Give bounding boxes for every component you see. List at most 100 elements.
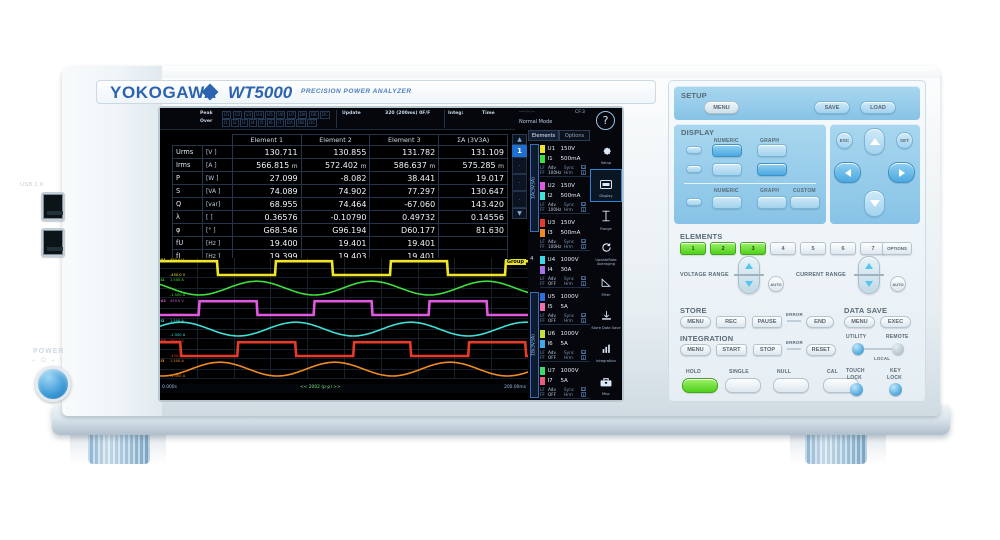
- element-filter-row-1[interactable]: LF Adv Sync U: [540, 349, 590, 355]
- tab-elements[interactable]: Elements: [528, 130, 559, 141]
- integration-menu-button[interactable]: MENU: [680, 344, 711, 356]
- element-filter-row-2[interactable]: FF 100Hz Hrm 1: [540, 244, 590, 249]
- hrm-source-box[interactable]: 1: [581, 207, 586, 213]
- element-filter-row-2[interactable]: FF OFF Hrm 1: [540, 392, 590, 397]
- waveform-pane[interactable]: U1 450.0 V -450.0 V Group: [160, 258, 528, 279]
- element-filter-row-2[interactable]: FF OFF Hrm 1: [540, 318, 590, 323]
- display-row1-graph-button[interactable]: [757, 144, 787, 157]
- integration-start-button[interactable]: START: [716, 344, 747, 356]
- display-row3-selector[interactable]: [686, 198, 702, 206]
- element-filter-row-2[interactable]: FF OFF Hrm 1: [540, 355, 590, 360]
- hrm-source-box[interactable]: 1: [581, 244, 586, 250]
- element-filter-row-1[interactable]: LF Adv Sync U: [540, 238, 590, 244]
- waveform-pane[interactable]: U3 450.0 V -450.0 V: [160, 338, 528, 359]
- display-row2-graph-button[interactable]: [757, 163, 787, 176]
- page-indicator[interactable]: 1: [512, 145, 527, 157]
- element-current-row[interactable]: I3 500mA: [540, 228, 590, 238]
- touch-lock-led[interactable]: [850, 383, 863, 396]
- element-current-row[interactable]: I4 30A: [540, 265, 590, 275]
- element-button-2[interactable]: 2: [710, 242, 736, 255]
- element-filter-row-2[interactable]: FF OFF Hrm 1: [540, 281, 590, 286]
- hrm-source-box[interactable]: 1: [581, 170, 586, 176]
- page-slot-4[interactable]: ·: [512, 191, 527, 208]
- menu-range-icon[interactable]: Range: [590, 202, 622, 235]
- element-setting-block[interactable]: U2 150V I2 500mA LF Adv Sync U FF 100Hz Hrm 1: [540, 181, 590, 215]
- element-setting-block[interactable]: U6 1000V I6 5A LF Adv Sync U FF OFF Hrm 1: [540, 329, 590, 363]
- scroll-down-icon[interactable]: ▼: [512, 208, 527, 219]
- sync-source-box[interactable]: U: [581, 349, 586, 355]
- voltage-auto-button[interactable]: AUTO: [768, 276, 784, 292]
- integration-stop-button[interactable]: STOP: [753, 344, 782, 356]
- voltage-range-down-icon[interactable]: [745, 281, 753, 287]
- hrm-source-box[interactable]: 1: [581, 281, 586, 287]
- waveform-pane[interactable]: I3 1.500 A -1.500 A: [160, 358, 528, 380]
- element-voltage-row[interactable]: U2 150V: [540, 181, 590, 191]
- store-menu-button[interactable]: MENU: [680, 316, 711, 328]
- datasave-menu-button[interactable]: MENU: [844, 316, 875, 328]
- element-filter-row-1[interactable]: LF Adv Sync U: [540, 312, 590, 318]
- element-voltage-row[interactable]: U4 1000V: [540, 255, 590, 265]
- sync-source-box[interactable]: U: [581, 201, 586, 207]
- menu-filter-icon[interactable]: Filter: [590, 268, 622, 301]
- sync-source-box[interactable]: U: [581, 238, 586, 244]
- usb-port-1[interactable]: [41, 192, 65, 221]
- menu-toolbox-icon[interactable]: Misc: [590, 367, 622, 400]
- sync-source-box[interactable]: U: [581, 386, 586, 392]
- remote-led[interactable]: [892, 343, 904, 355]
- side-panel-tabs[interactable]: Elements Options: [528, 130, 590, 141]
- element-button-7[interactable]: 7: [860, 242, 886, 255]
- null-button[interactable]: [773, 378, 809, 393]
- display-row1-selector[interactable]: [686, 146, 702, 154]
- store-pause-button[interactable]: PAUSE: [752, 316, 782, 328]
- usb-port-2[interactable]: [41, 228, 65, 257]
- setup-menu-button[interactable]: MENU: [704, 101, 739, 114]
- menu-display-icon[interactable]: Display: [590, 169, 622, 202]
- lcd-screen[interactable]: Peak Over U1 U2 U3 U4 U5 U6 U7 DA DB DC I1 I2 I3 I4 I…: [160, 108, 622, 400]
- nav-down-button[interactable]: [864, 190, 885, 217]
- element-filter-row-1[interactable]: LF Adv Sync U: [540, 386, 590, 392]
- element-options-button[interactable]: OPTIONS: [882, 242, 912, 255]
- utility-led[interactable]: [852, 343, 864, 355]
- hrm-source-box[interactable]: 1: [581, 355, 586, 361]
- datasave-exec-button[interactable]: EXEC: [880, 316, 911, 328]
- function-icon-list[interactable]: Setup Display Range UpdateRate Averaging Fil…: [590, 136, 622, 400]
- hold-button[interactable]: [682, 378, 718, 393]
- element-voltage-row[interactable]: U5 1000V: [540, 292, 590, 302]
- hrm-source-box[interactable]: 1: [581, 318, 586, 324]
- key-lock-led[interactable]: [889, 383, 902, 396]
- integration-reset-button[interactable]: RESET: [806, 344, 836, 356]
- element-setting-block[interactable]: U1 150V I1 500mA LF Adv Sync U FF 100Hz Hrm 1: [540, 144, 590, 178]
- element-voltage-row[interactable]: U3 150V: [540, 218, 590, 228]
- waveform-pane[interactable]: I2 1.500 A -1.500 A: [160, 318, 528, 339]
- current-range-up-icon[interactable]: [865, 263, 873, 269]
- setup-load-button[interactable]: LOAD: [860, 101, 896, 114]
- element-setting-block[interactable]: U5 1000V I5 5A LF Adv Sync U FF OFF Hrm 1: [540, 292, 590, 326]
- page-scroll-column[interactable]: ▲ 1 · · · ▼: [512, 134, 527, 256]
- element-current-row[interactable]: I5 5A: [540, 302, 590, 312]
- nav-right-button[interactable]: [888, 162, 915, 183]
- hrm-source-box[interactable]: 1: [581, 392, 586, 398]
- element-setting-block[interactable]: U4 1000V I4 30A LF Adv Sync U FF OFF Hrm 1: [540, 255, 590, 289]
- display-row3-graph-button[interactable]: [757, 196, 787, 209]
- page-slot-3[interactable]: ·: [512, 174, 527, 191]
- page-slot-2[interactable]: ·: [512, 157, 527, 174]
- element-voltage-row[interactable]: U1 150V: [540, 144, 590, 154]
- display-row1-numeric-button[interactable]: [712, 144, 742, 157]
- waveform-pane[interactable]: U2 450.0 V -450.0 V: [160, 298, 528, 319]
- set-button[interactable]: SET: [896, 132, 913, 149]
- current-range-down-icon[interactable]: [865, 281, 873, 287]
- display-row3-custom-button[interactable]: [790, 196, 820, 209]
- element-setting-block[interactable]: U7 1000V I7 5A LF Adv Sync U FF OFF Hrm 1: [540, 366, 590, 400]
- sync-source-box[interactable]: U: [581, 164, 586, 170]
- element-filter-row-2[interactable]: FF 100Hz Hrm 1: [540, 170, 590, 175]
- menu-gear-icon[interactable]: Setup: [590, 136, 622, 169]
- display-row2-numeric-button[interactable]: [712, 163, 742, 176]
- element-filter-row-1[interactable]: LF Adv Sync U: [540, 164, 590, 170]
- element-button-1[interactable]: 1: [680, 242, 706, 255]
- element-current-row[interactable]: I6 5A: [540, 339, 590, 349]
- scroll-up-icon[interactable]: ▲: [512, 134, 527, 145]
- element-button-5[interactable]: 5: [800, 242, 826, 255]
- current-auto-button[interactable]: AUTO: [890, 276, 906, 292]
